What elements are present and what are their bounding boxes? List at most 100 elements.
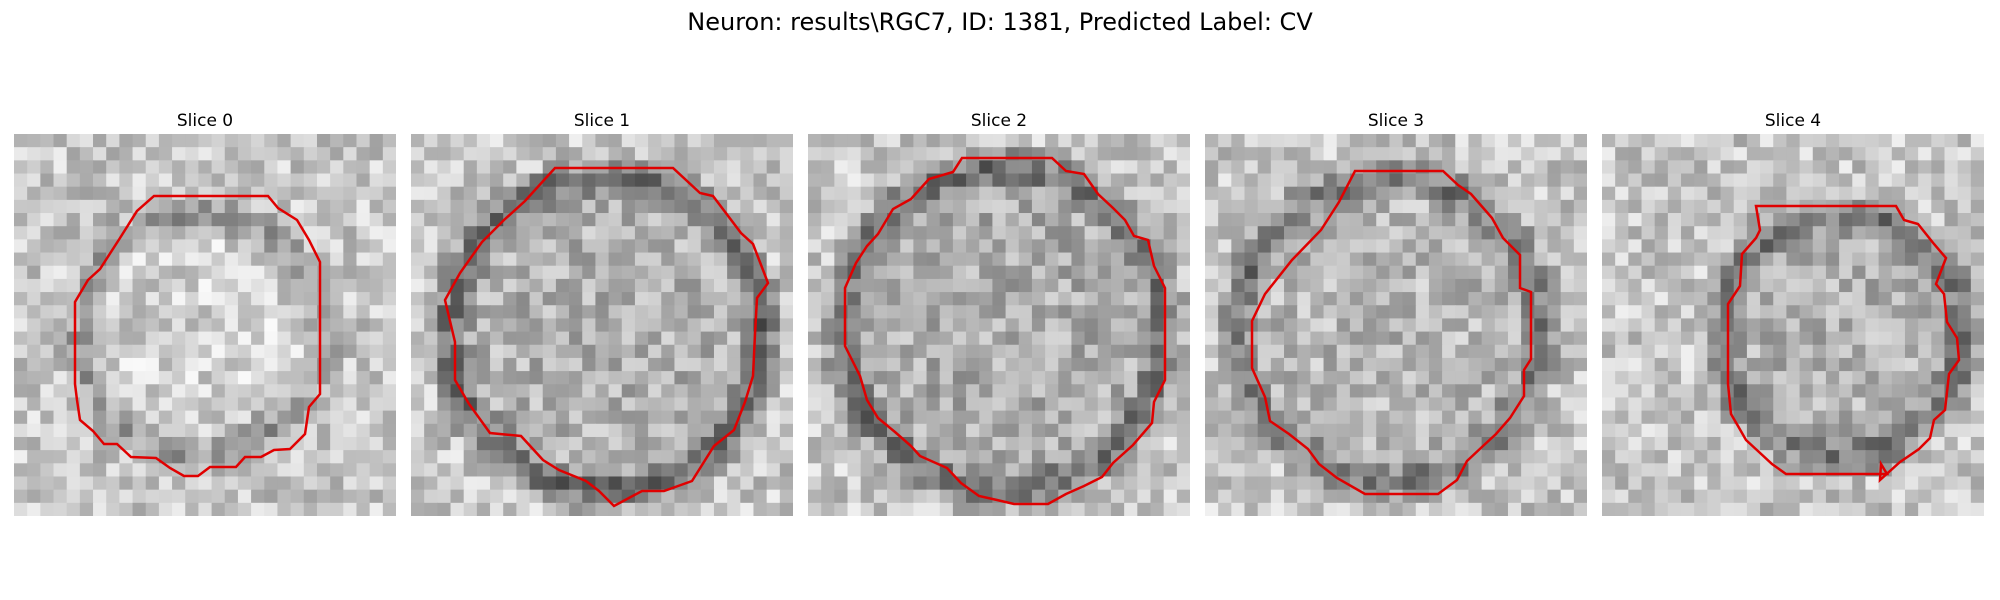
pixel [753,384,767,398]
pixel [1019,200,1033,214]
pixel [1839,358,1853,372]
pixel [1032,450,1046,464]
pixel [343,253,357,267]
pixel [1931,437,1945,451]
pixel [1800,279,1814,293]
pixel [1150,490,1164,504]
pixel [40,239,54,253]
pixel [1231,305,1245,319]
pixel [1760,463,1774,477]
pixel [1058,213,1072,227]
pixel [556,147,570,161]
pixel [1363,226,1377,240]
pixel [1628,266,1642,280]
pixel [808,279,822,293]
pixel [1800,213,1814,227]
pixel [1905,266,1919,280]
pixel [40,253,54,267]
pixel [1707,476,1721,490]
pixel [661,292,675,306]
pixel [1905,253,1919,267]
slice-title: Slice 0 [14,110,396,132]
pixel [979,476,993,490]
pixel [582,345,596,359]
pixel [172,187,186,201]
pixel [1839,187,1853,201]
pixel [1098,490,1112,504]
pixel [874,503,888,516]
pixel [1245,397,1259,411]
pixel [464,200,478,214]
pixel [661,134,675,148]
pixel [1879,279,1893,293]
pixel [383,503,396,516]
pixel [1813,239,1827,253]
pixel [1602,345,1616,359]
pixel [714,279,728,293]
pixel [1468,371,1482,385]
pixel [1205,200,1219,214]
pixel [1468,332,1482,346]
pixel [1297,490,1311,504]
pixel [1681,239,1695,253]
pixel [503,292,517,306]
pixel [54,292,68,306]
pixel [477,476,491,490]
pixel [622,476,636,490]
pixel [67,200,81,214]
pixel [1376,266,1390,280]
pixel [1628,174,1642,188]
pixel [1071,305,1085,319]
pixel [119,239,133,253]
pixel [464,450,478,464]
pixel [913,174,927,188]
pixel [1918,345,1932,359]
pixel [1602,160,1616,174]
pixel [1681,450,1695,464]
pixel [251,266,265,280]
pixel [251,200,265,214]
pixel [740,476,754,490]
pixel [767,450,781,464]
pixel [172,476,186,490]
pixel [927,266,941,280]
pixel [1721,174,1735,188]
pixel [1958,371,1972,385]
pixel [1694,134,1708,148]
pixel [714,490,728,504]
pixel [185,437,199,451]
pixel [848,305,862,319]
pixel [740,463,754,477]
pixel [1376,187,1390,201]
pixel [1905,134,1919,148]
pixel [1403,384,1417,398]
pixel [1350,147,1364,161]
pixel [159,187,173,201]
pixel [1958,424,1972,438]
pixel [556,397,570,411]
pixel [1376,450,1390,464]
pixel [1271,463,1285,477]
pixel [1111,174,1125,188]
pixel [1137,358,1151,372]
pixel [490,384,504,398]
pixel [343,345,357,359]
pixel [1655,358,1669,372]
pixel [1218,490,1232,504]
pixel [530,345,544,359]
pixel [1045,279,1059,293]
pixel [1071,345,1085,359]
pixel [1324,318,1338,332]
pixel [277,450,291,464]
pixel [1628,292,1642,306]
pixel [1137,134,1151,148]
pixel [1944,476,1958,490]
pixel [304,358,318,372]
pixel [1615,213,1629,227]
pixel [556,134,570,148]
pixel [609,174,623,188]
pixel [356,134,370,148]
pixel [622,200,636,214]
pixel [1892,253,1906,267]
pixel [1058,463,1072,477]
